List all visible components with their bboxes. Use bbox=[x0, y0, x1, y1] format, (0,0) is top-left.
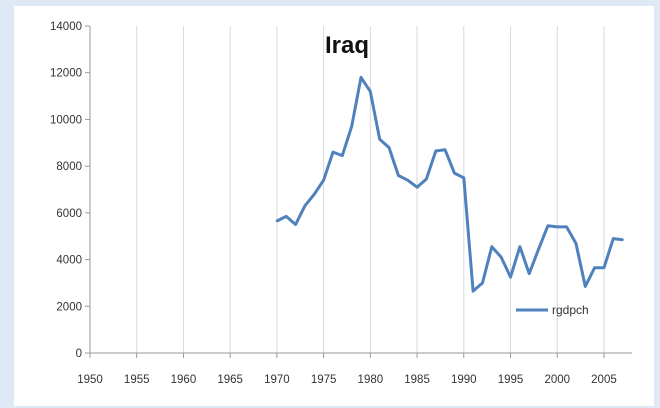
data-point-1975 bbox=[322, 178, 325, 182]
data-point-1985 bbox=[415, 185, 419, 189]
data-point-2004 bbox=[593, 266, 596, 269]
data-point-2002 bbox=[574, 242, 578, 245]
x-tick-label-1960: 1960 bbox=[171, 374, 197, 386]
legend-label-rgdpch: rgdpch bbox=[552, 303, 589, 317]
data-point-1971 bbox=[285, 215, 288, 218]
gridlines bbox=[89, 26, 605, 353]
data-point-1994 bbox=[499, 256, 503, 259]
data-point-1982 bbox=[387, 146, 391, 149]
data-point-1983 bbox=[397, 174, 400, 177]
data-point-1977 bbox=[341, 154, 344, 157]
data-point-1989 bbox=[453, 171, 456, 175]
data-point-1998 bbox=[537, 247, 540, 251]
y-tick-label-8000: 8000 bbox=[56, 161, 82, 173]
data-point-2007 bbox=[621, 238, 624, 241]
x-tick-label-2005: 2005 bbox=[591, 374, 617, 386]
chart-area: 0 2000 4000 6000 8000 10000 12000 14000 1950 195… bbox=[14, 6, 654, 406]
series-line-rgdpch bbox=[276, 75, 623, 293]
x-tick-label-1995: 1995 bbox=[498, 374, 524, 386]
x-tick-label-1980: 1980 bbox=[358, 374, 384, 386]
data-point-1999 bbox=[546, 224, 550, 227]
data-point-1978 bbox=[350, 125, 353, 128]
x-tick-label-1975: 1975 bbox=[311, 374, 337, 386]
data-point-1995 bbox=[509, 275, 512, 279]
y-axis-ticks: 0 2000 4000 6000 8000 10000 12000 14000 bbox=[50, 21, 90, 360]
data-point-1974 bbox=[313, 192, 316, 196]
data-point-1979 bbox=[359, 76, 363, 79]
y-tick-label-0: 0 bbox=[76, 348, 82, 360]
data-point-2000 bbox=[556, 225, 559, 229]
data-point-1992 bbox=[481, 281, 484, 285]
data-point-2003 bbox=[584, 285, 587, 288]
x-tick-label-2000: 2000 bbox=[544, 374, 570, 386]
axes bbox=[89, 26, 632, 354]
data-point-1993 bbox=[490, 245, 494, 248]
data-point-1997 bbox=[528, 272, 531, 275]
legend: rgdpch bbox=[516, 303, 589, 317]
series-layer bbox=[275, 75, 624, 293]
y-tick-label-14000: 14000 bbox=[50, 21, 82, 33]
data-point-1987 bbox=[434, 149, 437, 153]
y-tick-label-10000: 10000 bbox=[50, 114, 82, 126]
data-point-1988 bbox=[443, 148, 447, 151]
data-point-1981 bbox=[378, 138, 381, 141]
data-point-1980 bbox=[369, 90, 372, 93]
y-tick-label-12000: 12000 bbox=[50, 68, 82, 80]
data-point-1990 bbox=[462, 176, 465, 180]
data-point-1986 bbox=[425, 177, 428, 181]
data-point-1972 bbox=[294, 223, 297, 226]
data-point-1991 bbox=[471, 289, 475, 293]
data-point-1976 bbox=[331, 150, 335, 154]
y-tick-label-4000: 4000 bbox=[56, 255, 82, 267]
data-point-2001 bbox=[565, 225, 568, 229]
data-point-1970 bbox=[275, 219, 279, 223]
data-point-2006 bbox=[612, 237, 615, 240]
chart-title: Iraq bbox=[325, 32, 369, 59]
x-tick-label-1950: 1950 bbox=[77, 374, 103, 386]
data-point-1984 bbox=[406, 178, 409, 182]
x-tick-label-1985: 1985 bbox=[404, 374, 430, 386]
x-axis-ticks: 1950 1955 1960 1965 1970 1975 1980 1985 1990 1995… bbox=[77, 353, 617, 386]
y-tick-label-6000: 6000 bbox=[56, 208, 82, 220]
x-tick-label-1970: 1970 bbox=[264, 374, 290, 386]
y-tick-label-2000: 2000 bbox=[56, 301, 82, 313]
x-tick-label-1990: 1990 bbox=[451, 374, 477, 386]
data-point-2005 bbox=[602, 266, 606, 269]
x-tick-label-1965: 1965 bbox=[217, 374, 243, 386]
data-point-1996 bbox=[518, 245, 522, 248]
x-tick-label-1955: 1955 bbox=[124, 374, 150, 386]
data-point-1973 bbox=[303, 204, 307, 208]
